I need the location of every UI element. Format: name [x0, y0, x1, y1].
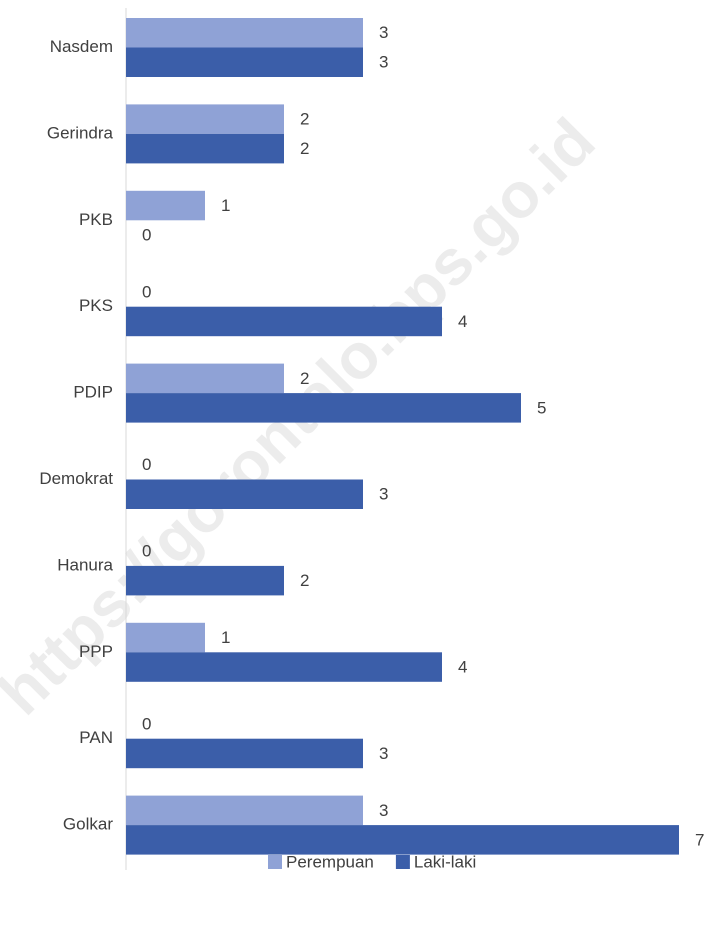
data-label: 1	[221, 196, 230, 215]
bar	[126, 652, 442, 682]
data-label: 2	[300, 369, 309, 388]
bar	[126, 190, 205, 221]
legend-label: Perempuan	[286, 852, 374, 871]
y-tick-label: PPP	[79, 642, 113, 661]
y-tick-label: Hanura	[57, 555, 113, 574]
legend-swatch	[395, 855, 410, 869]
bar	[126, 825, 679, 855]
data-label: 0	[142, 226, 151, 245]
data-label: 4	[458, 312, 467, 331]
bar	[126, 306, 442, 337]
data-label: 7	[695, 830, 704, 849]
bar	[126, 18, 363, 48]
data-label: 2	[300, 110, 309, 129]
y-tick-label: PKB	[79, 210, 113, 229]
data-label: 3	[379, 23, 388, 42]
bar	[126, 133, 284, 164]
data-label: 3	[379, 53, 388, 72]
data-label: 2	[300, 571, 309, 590]
y-tick-label: PKS	[79, 296, 113, 315]
y-tick-label: Demokrat	[39, 469, 113, 488]
data-label: 3	[379, 744, 388, 763]
legend-swatch	[268, 855, 282, 869]
bar	[126, 565, 284, 596]
bar	[126, 104, 284, 134]
data-label: 0	[142, 542, 151, 561]
bar	[126, 795, 363, 826]
data-label: 3	[379, 485, 388, 504]
bar	[126, 479, 363, 509]
data-label: 2	[300, 139, 309, 158]
data-label: 5	[537, 398, 546, 417]
legend-label: Laki-laki	[414, 852, 476, 871]
data-label: 0	[142, 282, 151, 301]
bar	[126, 622, 205, 653]
data-label: 3	[379, 801, 388, 820]
y-tick-label: Gerindra	[47, 123, 114, 142]
bar	[126, 47, 363, 77]
y-tick-label: Golkar	[63, 815, 113, 834]
bar	[126, 738, 363, 769]
bar	[126, 363, 284, 394]
data-label: 4	[458, 658, 467, 677]
data-label: 0	[142, 455, 151, 474]
y-tick-label: PAN	[79, 728, 113, 747]
bar	[126, 393, 521, 423]
data-label: 1	[221, 628, 230, 647]
data-label: 0	[142, 714, 151, 733]
y-tick-label: Nasdem	[50, 37, 113, 56]
y-tick-label: PDIP	[73, 383, 113, 402]
